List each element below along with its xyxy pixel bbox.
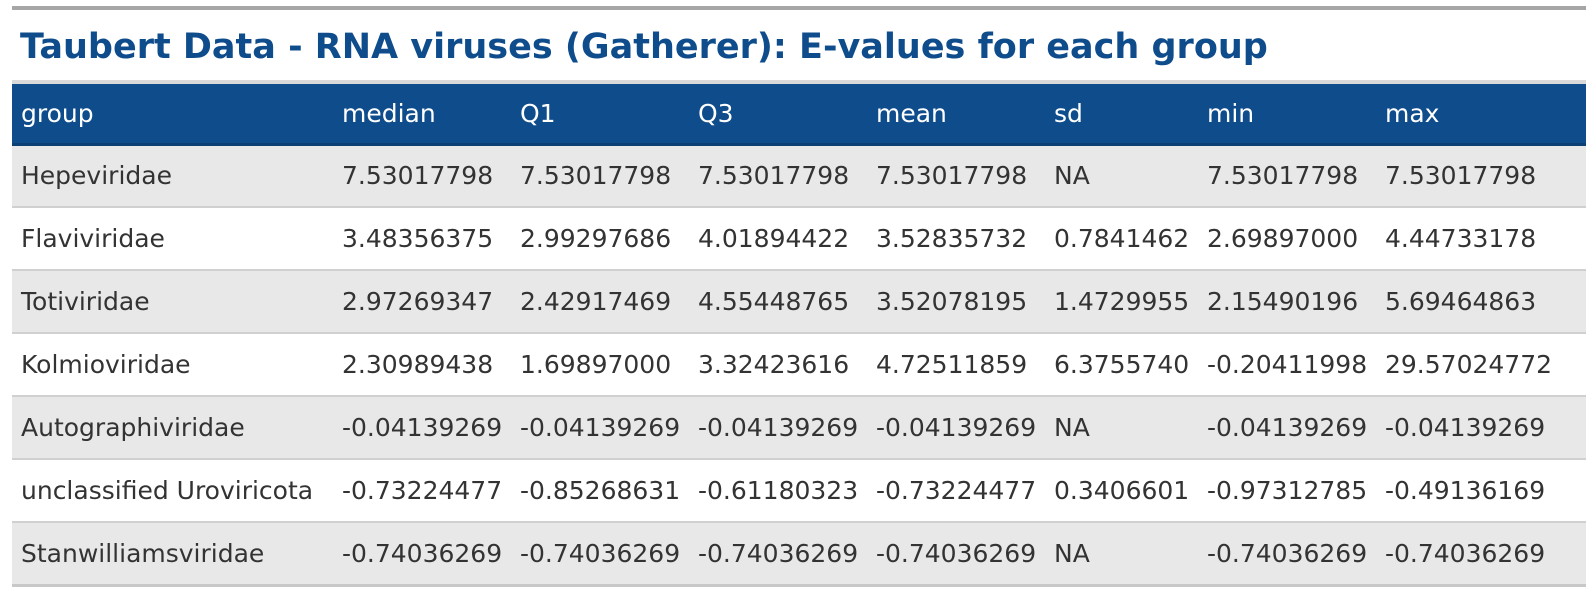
table-row: Flaviviridae 3.48356375 2.99297686 4.018… <box>12 207 1586 270</box>
cell-q3: 7.53017798 <box>698 161 850 191</box>
cell-median: -0.74036269 <box>342 538 503 568</box>
cell-min: 2.15490196 <box>1207 287 1359 316</box>
table-header-row: group median Q1 Q3 mean sd min max <box>12 84 1586 146</box>
cell-mean: 3.52835732 <box>876 224 1028 253</box>
table-row: Kolmioviridae 2.30989438 1.69897000 3.32… <box>12 333 1586 396</box>
top-rule <box>12 6 1586 10</box>
cell-q1: 1.69897000 <box>520 350 672 379</box>
cell-q3: 3.32423616 <box>698 350 850 379</box>
column-header-q3: Q3 <box>689 84 867 146</box>
cell-mean: -0.74036269 <box>876 538 1037 568</box>
cell-median: 7.53017798 <box>342 161 494 191</box>
cell-mean: -0.73224477 <box>876 476 1037 505</box>
cell-q1: -0.74036269 <box>520 538 681 568</box>
cell-group: unclassified Uroviricota <box>21 476 314 505</box>
column-header-max: max <box>1376 84 1586 146</box>
title-rule <box>12 80 1586 84</box>
table-row: Stanwilliamsviridae -0.74036269 -0.74036… <box>12 522 1586 585</box>
cell-q3: 4.01894422 <box>698 224 850 253</box>
column-header-min: min <box>1198 84 1376 146</box>
column-header-group: group <box>12 84 333 146</box>
cell-min: -0.74036269 <box>1207 538 1368 568</box>
cell-min: -0.20411998 <box>1207 350 1368 379</box>
column-header-median: median <box>333 84 511 146</box>
evalues-table: group median Q1 Q3 mean sd min max Hepev… <box>12 84 1586 587</box>
cell-q1: 2.99297686 <box>520 224 672 253</box>
table-row: unclassified Uroviricota -0.73224477 -0.… <box>12 459 1586 522</box>
cell-sd: 0.7841462 <box>1054 224 1190 253</box>
cell-group: Flaviviridae <box>21 224 165 253</box>
cell-sd: NA <box>1054 161 1090 191</box>
cell-group: Stanwilliamsviridae <box>21 538 265 568</box>
cell-max: 4.44733178 <box>1385 224 1537 253</box>
cell-q1: 7.53017798 <box>520 161 672 191</box>
cell-min: 2.69897000 <box>1207 224 1359 253</box>
cell-q1: -0.04139269 <box>520 413 681 442</box>
cell-max: -0.74036269 <box>1385 538 1546 568</box>
cell-median: 2.97269347 <box>342 287 494 316</box>
cell-q1: 2.42917469 <box>520 287 672 316</box>
column-header-mean: mean <box>867 84 1045 146</box>
cell-median: 3.48356375 <box>342 224 494 253</box>
cell-group: Hepeviridae <box>21 161 172 191</box>
cell-q3: -0.61180323 <box>698 476 859 505</box>
cell-sd: 1.4729955 <box>1054 287 1190 316</box>
cell-sd: 0.3406601 <box>1054 476 1190 505</box>
column-header-sd: sd <box>1045 84 1198 146</box>
table-row: Autographiviridae -0.04139269 -0.0413926… <box>12 396 1586 459</box>
cell-group: Kolmioviridae <box>21 350 191 379</box>
cell-median: -0.04139269 <box>342 413 503 442</box>
table-row: Totiviridae 2.97269347 2.42917469 4.5544… <box>12 270 1586 333</box>
cell-median: -0.73224477 <box>342 476 503 505</box>
cell-sd: NA <box>1054 413 1090 442</box>
table-title: Taubert Data - RNA viruses (Gatherer): E… <box>20 27 1268 67</box>
cell-mean: -0.04139269 <box>876 413 1037 442</box>
cell-q3: -0.04139269 <box>698 413 859 442</box>
cell-mean: 7.53017798 <box>876 161 1028 191</box>
cell-sd: NA <box>1054 538 1090 568</box>
cell-q3: -0.74036269 <box>698 538 859 568</box>
cell-sd: 6.3755740 <box>1054 350 1190 379</box>
table-row: Hepeviridae 7.53017798 7.53017798 7.5301… <box>12 144 1586 207</box>
cell-min: -0.04139269 <box>1207 413 1368 442</box>
cell-min: 7.53017798 <box>1207 161 1359 191</box>
cell-max: -0.04139269 <box>1385 413 1546 442</box>
cell-mean: 4.72511859 <box>876 350 1028 379</box>
cell-max: 29.57024772 <box>1385 350 1553 379</box>
cell-q1: -0.85268631 <box>520 476 681 505</box>
cell-min: -0.97312785 <box>1207 476 1368 505</box>
cell-q3: 4.55448765 <box>698 287 850 316</box>
column-header-q1: Q1 <box>511 84 689 146</box>
cell-mean: 3.52078195 <box>876 287 1028 316</box>
cell-group: Totiviridae <box>21 287 150 316</box>
cell-median: 2.30989438 <box>342 350 494 379</box>
cell-max: 5.69464863 <box>1385 287 1537 316</box>
cell-max: 7.53017798 <box>1385 161 1537 191</box>
cell-group: Autographiviridae <box>21 413 245 442</box>
cell-max: -0.49136169 <box>1385 476 1546 505</box>
